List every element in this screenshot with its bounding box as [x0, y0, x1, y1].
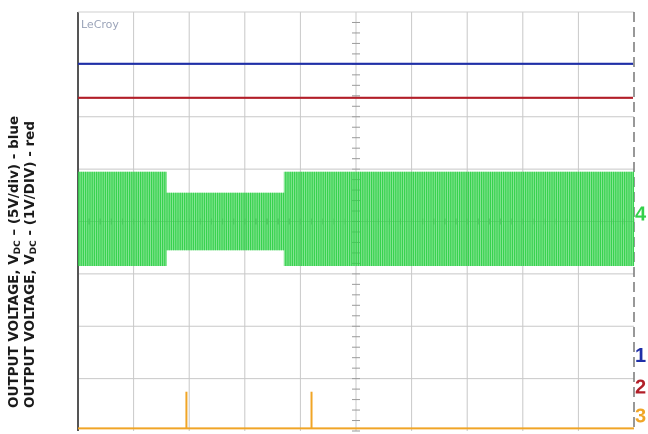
channel-marker-3: 3: [635, 405, 646, 427]
traces: [78, 62, 635, 430]
channel-markers: 4 1 2 3: [635, 204, 647, 428]
channel-marker-4: 4: [635, 204, 647, 226]
channel-marker-2: 2: [635, 376, 646, 398]
trace-channel-3: [78, 391, 634, 430]
channel-marker-1: 1: [635, 345, 646, 367]
scope-brand-label: LeCroy: [81, 18, 119, 31]
trace-channel-4: [78, 171, 635, 267]
